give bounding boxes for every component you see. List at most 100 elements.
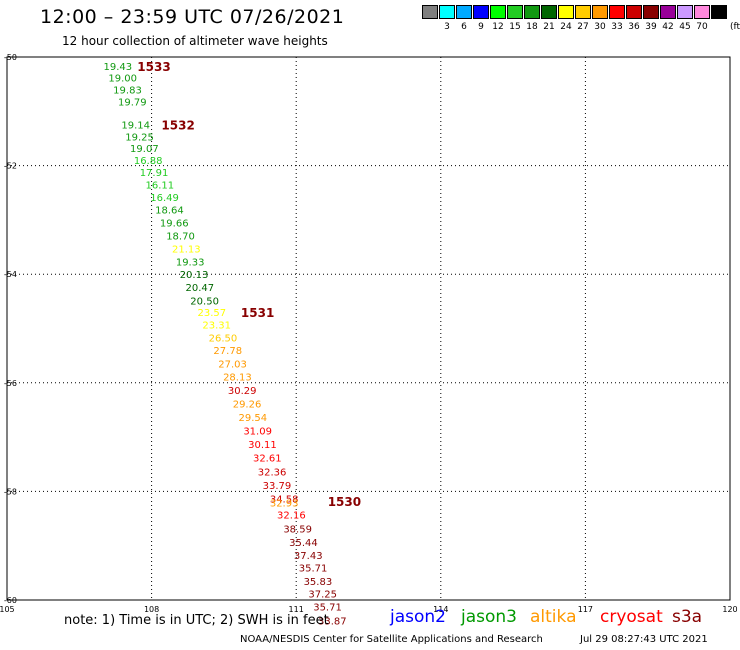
swh-value: 35.44 [289, 538, 318, 549]
scale-swatch [456, 5, 472, 19]
scale-swatch [490, 5, 506, 19]
swh-value: 29.26 [233, 399, 262, 410]
swh-value: 30.29 [228, 386, 257, 397]
swh-value: 19.79 [118, 98, 147, 109]
footer-note: note: 1) Time is in UTC; 2) SWH is in fe… [64, 613, 329, 628]
pass-number-label: 1533 [137, 60, 170, 74]
scale-label: 12 [492, 22, 504, 32]
swh-value: 20.13 [180, 270, 209, 281]
scale-swatch [507, 5, 523, 19]
swh-value: 28.13 [223, 372, 252, 383]
swh-value: 20.50 [190, 296, 219, 307]
y-tick-label: -56 [4, 379, 17, 388]
mission-jason2: jason2 [390, 607, 446, 627]
swh-value: 18.64 [155, 206, 184, 217]
swh-value: 23.57 [198, 308, 227, 319]
scale-label: 6 [461, 22, 467, 32]
grid-lines [7, 57, 730, 600]
chart-title: 12:00 – 23:59 UTC 07/26/2021 [40, 6, 345, 28]
swh-value: 19.00 [108, 74, 137, 85]
scale-swatch [592, 5, 608, 19]
x-tick-label: 114 [433, 605, 448, 614]
y-tick-label: -58 [4, 487, 17, 496]
swh-value: 32.36 [258, 467, 287, 478]
scale-swatch [609, 5, 625, 19]
scale-label: 9 [478, 22, 484, 32]
pass-number-label: 1531 [241, 306, 274, 320]
pass-labels: 1533 1532 1531 1530 [137, 60, 361, 509]
swh-value: 31.09 [243, 427, 272, 438]
generated-timestamp: Jul 29 08:27:43 UTC 2021 [580, 634, 708, 645]
x-tick-label: 105 [0, 605, 15, 614]
swh-value: 26.50 [209, 334, 238, 345]
scale-swatch [660, 5, 676, 19]
pass-number-label: 1530 [328, 495, 361, 509]
swh-value: 29.54 [238, 413, 267, 424]
scale-label: 45 [679, 22, 691, 32]
swh-value: 19.07 [130, 144, 159, 155]
mission-cryosat: cryosat [600, 607, 663, 627]
x-tick-label: 117 [578, 605, 593, 614]
swh-value: 20.47 [185, 283, 214, 294]
x-tick-label: 120 [722, 605, 737, 614]
scale-unit-label: (ft) [730, 22, 740, 32]
scale-label: 21 [543, 22, 555, 32]
scale-swatch [524, 5, 540, 19]
mission-s3a: s3a [672, 607, 703, 627]
swh-value: 19.83 [113, 86, 142, 97]
scale-label: 15 [509, 22, 521, 32]
scale-label: 18 [526, 22, 538, 32]
x-tick-label: 111 [289, 605, 304, 614]
y-axis-ticks: -50 -52 -54 -56 -58 -60 [4, 53, 17, 605]
scale-label: 24 [560, 22, 572, 32]
swh-value: 17.91 [140, 168, 169, 179]
scale-swatch [626, 5, 642, 19]
swh-value: 34.58 [270, 494, 299, 505]
scale-swatch [677, 5, 693, 19]
swh-value: 19.25 [125, 132, 154, 143]
swh-value: 32.61 [253, 454, 282, 465]
swh-value: 33.79 [263, 481, 292, 492]
swh-value: 32.93 [270, 498, 299, 509]
y-tick-label: -52 [4, 162, 17, 171]
swh-value: 38.59 [283, 524, 312, 535]
scale-swatch [643, 5, 659, 19]
swh-value: 35.83 [304, 577, 333, 588]
scale-label: 27 [577, 22, 589, 32]
y-tick-label: -54 [4, 270, 17, 279]
scale-swatch [694, 5, 710, 19]
swh-value: 19.66 [160, 219, 189, 230]
chart-subtitle: 12 hour collection of altimeter wave hei… [62, 34, 328, 48]
swh-value: 27.78 [213, 346, 242, 357]
scale-label: 39 [645, 22, 657, 32]
scale-label: 33 [611, 22, 623, 32]
y-tick-label: -50 [4, 53, 17, 62]
swh-value: 37.25 [308, 589, 337, 600]
swh-value: 32.16 [277, 511, 306, 522]
scale-label: 42 [662, 22, 674, 32]
pass-number-label: 1532 [161, 118, 194, 132]
scale-swatch [711, 5, 727, 19]
swh-value: 30.11 [248, 440, 277, 451]
swh-value: 35.71 [313, 603, 342, 614]
swh-value: 16.11 [145, 181, 174, 192]
swh-value: 16.49 [150, 193, 179, 204]
swh-value: 19.33 [176, 258, 205, 269]
swh-value: 19.14 [121, 120, 150, 131]
swh-value: 18.70 [166, 232, 195, 243]
scale-swatch [473, 5, 489, 19]
x-tick-label: 108 [144, 605, 159, 614]
swh-value: 35.71 [299, 563, 328, 574]
scale-swatch [541, 5, 557, 19]
scale-swatch [575, 5, 591, 19]
mission-jason3: jason3 [461, 607, 517, 627]
mission-altika: altika [530, 607, 577, 627]
scale-label: 70 [696, 22, 708, 32]
credit-line: NOAA/NESDIS Center for Satellite Applica… [240, 634, 543, 645]
scale-swatch [439, 5, 455, 19]
scale-swatch [422, 5, 438, 19]
scale-label: 36 [628, 22, 640, 32]
plot-frame [6, 56, 731, 601]
